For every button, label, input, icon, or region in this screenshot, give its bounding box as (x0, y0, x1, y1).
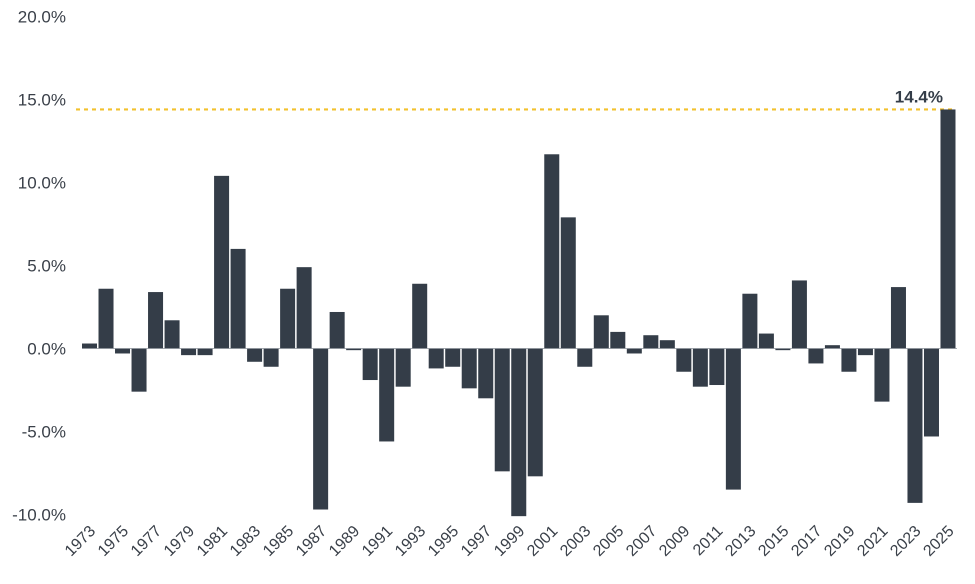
bar-1998 (494, 348, 510, 472)
x-tick-label: 1987 (293, 523, 330, 560)
bar-1996 (461, 348, 477, 389)
bar-2020 (857, 348, 873, 356)
bar-1978 (164, 320, 180, 349)
y-axis: -10.0% -5.0% 0.0% 5.0% 10.0% 15.0% 20.0% (12, 8, 66, 525)
bar-2017 (808, 348, 824, 364)
bar-2019 (841, 348, 857, 372)
bar-1993 (412, 283, 428, 349)
y-tick-label: -10.0% (12, 506, 66, 525)
x-tick-label: 2017 (788, 523, 825, 560)
y-tick-label: 5.0% (27, 257, 66, 276)
bar-2007 (643, 335, 659, 349)
x-tick-label: 2019 (821, 523, 858, 560)
bar-1979 (181, 348, 197, 356)
x-tick-label: 2001 (524, 523, 561, 560)
x-tick-label: 1995 (425, 523, 462, 560)
x-tick-label: 1997 (458, 523, 495, 560)
bar-2014 (758, 333, 774, 349)
y-tick-label: 15.0% (18, 91, 66, 110)
bar-1984 (263, 348, 279, 367)
bar-2000 (527, 348, 543, 477)
bar-2013 (742, 293, 758, 349)
x-tick-label: 2011 (690, 523, 726, 559)
bar-1982 (230, 248, 246, 349)
x-tick-label: 2005 (590, 523, 627, 560)
bar-1985 (280, 288, 296, 349)
x-tick-label: 1999 (491, 523, 528, 560)
bar-1977 (148, 292, 164, 349)
y-tick-label: 0.0% (27, 340, 66, 359)
bar-2005 (610, 331, 626, 349)
bar-1988 (329, 311, 345, 349)
bar-2011 (709, 348, 725, 386)
reference-line-label: 14.4% (895, 87, 943, 106)
bar-2015 (775, 348, 791, 351)
x-tick-label: 1985 (260, 523, 297, 560)
bar-1994 (428, 348, 444, 369)
bar-2008 (659, 340, 675, 349)
bar-1983 (247, 348, 263, 362)
bar-1974 (98, 288, 114, 349)
bar-2024 (923, 348, 939, 437)
bar-2018 (824, 345, 840, 349)
bar-1995 (445, 348, 461, 367)
bar-2021 (874, 348, 890, 402)
y-tick-label: 20.0% (18, 8, 66, 27)
x-tick-label: 2023 (887, 523, 924, 560)
reference-line-group: 14.4% (76, 87, 955, 111)
bar-2023 (907, 348, 923, 503)
bar-1990 (362, 348, 378, 381)
x-tick-label: 1979 (161, 523, 198, 560)
bar-2001 (544, 154, 560, 349)
bar-1981 (214, 175, 230, 349)
x-tick-label: 1981 (194, 523, 231, 560)
bar-1975 (115, 348, 131, 354)
y-tick-label: 10.0% (18, 174, 66, 193)
bar-2012 (725, 348, 741, 490)
bar-1973 (82, 343, 98, 349)
bar-2010 (692, 348, 708, 387)
bar-1987 (313, 348, 329, 510)
x-tick-label: 1973 (62, 523, 99, 560)
x-tick-label: 2013 (722, 523, 759, 560)
x-tick-label: 1983 (227, 523, 264, 560)
bar-2025 (940, 109, 956, 349)
x-tick-label: 1989 (326, 523, 363, 560)
bars (82, 109, 957, 517)
bar-2003 (577, 348, 593, 367)
bar-1980 (197, 348, 213, 356)
x-tick-label: 2021 (854, 523, 891, 560)
bar-2004 (593, 315, 609, 349)
x-tick-label: 1977 (128, 523, 165, 560)
bar-1989 (346, 348, 362, 351)
bar-1992 (395, 348, 411, 387)
x-tick-label: 2003 (557, 523, 594, 560)
x-tick-label: 2009 (656, 523, 693, 560)
x-tick-label: 1991 (359, 523, 396, 560)
y-tick-label: -5.0% (22, 423, 66, 442)
x-tick-label: 1993 (392, 523, 429, 560)
bar-1997 (478, 348, 494, 399)
bar-1976 (131, 348, 147, 392)
x-tick-label: 1975 (95, 523, 132, 560)
bar-2009 (676, 348, 692, 372)
bar-2016 (791, 280, 807, 349)
x-tick-label: 2025 (920, 523, 957, 560)
x-axis: 1973197519771979198119831985198719891991… (62, 523, 958, 560)
bar-2002 (560, 217, 576, 349)
x-tick-label: 2007 (623, 523, 660, 560)
bar-1999 (511, 348, 527, 517)
bar-2022 (890, 287, 906, 349)
bar-1991 (379, 348, 395, 442)
x-tick-label: 2015 (755, 523, 792, 560)
bar-2006 (626, 348, 642, 354)
bar-1986 (296, 267, 312, 349)
